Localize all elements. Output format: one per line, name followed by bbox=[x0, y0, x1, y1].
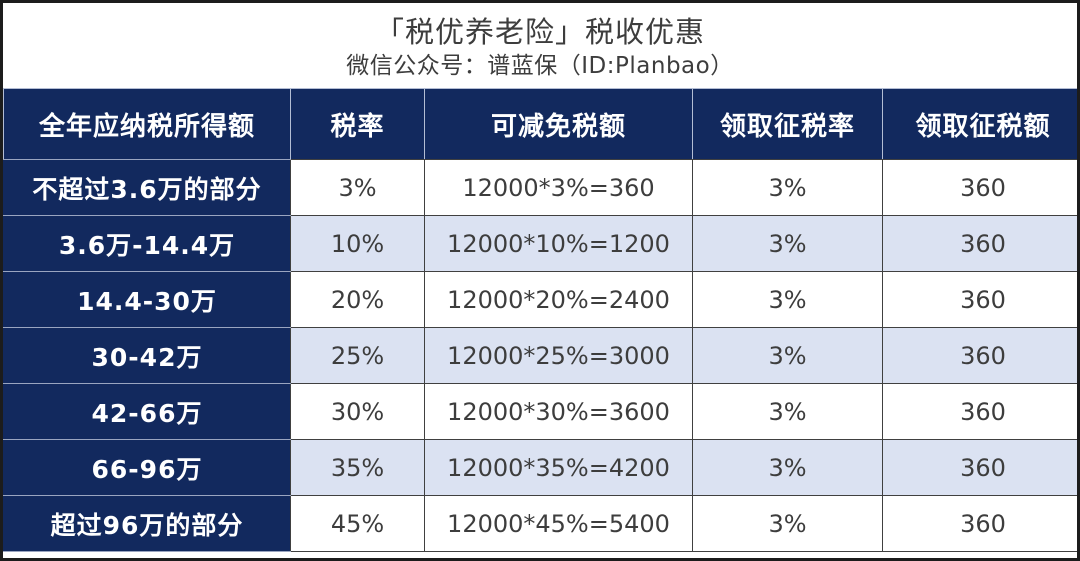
withdraw-rate-cell: 3% bbox=[692, 327, 883, 384]
withdraw-rate-cell: 3% bbox=[692, 215, 883, 272]
header-cell-withdraw-rate: 领取征税率 bbox=[692, 88, 883, 160]
table-body: 不超过3.6万的部分 3% 12000*3%=360 3% 360 3.6万-14.4万 1… bbox=[3, 159, 1077, 552]
deduction-cell: 12000*35%=4200 bbox=[424, 439, 693, 496]
tax-rate-cell: 10% bbox=[290, 215, 425, 272]
income-bracket-cell: 66-96万 bbox=[3, 439, 291, 496]
tax-rate-cell: 35% bbox=[290, 439, 425, 496]
table-header: 全年应纳税所得额 税率 可减免税额 领取征税率 领取征税额 bbox=[3, 88, 1077, 160]
withdraw-rate-cell: 3% bbox=[692, 159, 883, 216]
table-row: 42-66万 30% 12000*30%=3600 3% 360 bbox=[3, 383, 1077, 440]
income-bracket-cell: 不超过3.6万的部分 bbox=[3, 159, 291, 216]
title-block: 「税优养老险」税收优惠 微信公众号：谱蓝保（ID:Planbao） bbox=[3, 3, 1077, 88]
table-row: 66-96万 35% 12000*35%=4200 3% 360 bbox=[3, 439, 1077, 496]
table-row: 14.4-30万 20% 12000*20%=2400 3% 360 bbox=[3, 271, 1077, 328]
withdraw-rate-cell: 3% bbox=[692, 383, 883, 440]
withdraw-rate-cell: 3% bbox=[692, 495, 883, 552]
table-row: 30-42万 25% 12000*25%=3000 3% 360 bbox=[3, 327, 1077, 384]
page-subtitle: 微信公众号：谱蓝保（ID:Planbao） bbox=[346, 52, 734, 79]
deduction-cell: 12000*3%=360 bbox=[424, 159, 693, 216]
income-bracket-cell: 30-42万 bbox=[3, 327, 291, 384]
tax-rate-cell: 45% bbox=[290, 495, 425, 552]
tax-benefit-table: 全年应纳税所得额 税率 可减免税额 领取征税率 领取征税额 不超过3.6万的部分… bbox=[3, 88, 1077, 552]
tax-rate-cell: 30% bbox=[290, 383, 425, 440]
deduction-cell: 12000*30%=3600 bbox=[424, 383, 693, 440]
withdraw-amount-cell: 360 bbox=[882, 271, 1077, 328]
tax-rate-cell: 20% bbox=[290, 271, 425, 328]
tax-rate-cell: 3% bbox=[290, 159, 425, 216]
deduction-cell: 12000*10%=1200 bbox=[424, 215, 693, 272]
deduction-cell: 12000*45%=5400 bbox=[424, 495, 693, 552]
header-cell-income-bracket: 全年应纳税所得额 bbox=[3, 88, 291, 160]
withdraw-amount-cell: 360 bbox=[882, 215, 1077, 272]
page-title: 「税优养老险」税收优惠 bbox=[374, 15, 705, 50]
table-row: 3.6万-14.4万 10% 12000*10%=1200 3% 360 bbox=[3, 215, 1077, 272]
withdraw-amount-cell: 360 bbox=[882, 439, 1077, 496]
income-bracket-cell: 超过96万的部分 bbox=[3, 495, 291, 552]
table-row: 超过96万的部分 45% 12000*45%=5400 3% 360 bbox=[3, 495, 1077, 552]
withdraw-amount-cell: 360 bbox=[882, 327, 1077, 384]
tax-rate-cell: 25% bbox=[290, 327, 425, 384]
withdraw-amount-cell: 360 bbox=[882, 495, 1077, 552]
header-cell-tax-rate: 税率 bbox=[290, 88, 425, 160]
withdraw-rate-cell: 3% bbox=[692, 439, 883, 496]
header-row: 全年应纳税所得额 税率 可减免税额 领取征税率 领取征税额 bbox=[3, 88, 1077, 160]
table-row: 不超过3.6万的部分 3% 12000*3%=360 3% 360 bbox=[3, 159, 1077, 216]
header-cell-deduction: 可减免税额 bbox=[424, 88, 693, 160]
withdraw-amount-cell: 360 bbox=[882, 383, 1077, 440]
deduction-cell: 12000*20%=2400 bbox=[424, 271, 693, 328]
income-bracket-cell: 14.4-30万 bbox=[3, 271, 291, 328]
deduction-cell: 12000*25%=3000 bbox=[424, 327, 693, 384]
withdraw-rate-cell: 3% bbox=[692, 271, 883, 328]
income-bracket-cell: 42-66万 bbox=[3, 383, 291, 440]
income-bracket-cell: 3.6万-14.4万 bbox=[3, 215, 291, 272]
withdraw-amount-cell: 360 bbox=[882, 159, 1077, 216]
header-cell-withdraw-amount: 领取征税额 bbox=[882, 88, 1077, 160]
